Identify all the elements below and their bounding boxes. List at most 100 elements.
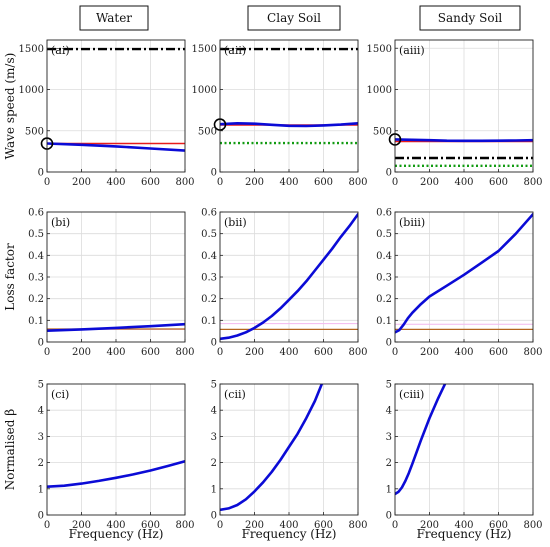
panel-ai: 0 200 400 600 800 0 500 1000 1500 (ai)	[19, 39, 195, 188]
panel-aiii: 0 200 400 600 800 0 500 1000 1500 (aiii)	[367, 39, 543, 188]
x-tick-label: 400	[454, 347, 473, 358]
x-tick-label: 200	[245, 520, 264, 531]
y-tick-label: 1500	[19, 44, 44, 55]
series-line-blue	[220, 384, 324, 512]
x-tick-label: 200	[72, 520, 91, 531]
y-tick-label: 0.5	[201, 229, 217, 240]
series-line-blue	[220, 212, 358, 341]
y-tick-label: 1	[386, 484, 392, 495]
panel-label: (cii)	[224, 388, 246, 401]
x-tick-label: 600	[141, 347, 160, 358]
column-title: Water	[96, 11, 132, 25]
y-tick-label: 0	[38, 338, 44, 349]
y-tick-label: 0.3	[201, 273, 217, 284]
x-tick-label: 400	[279, 347, 298, 358]
panel-label: (bii)	[224, 216, 247, 229]
series-group	[395, 384, 447, 496]
panel-label: (bi)	[51, 216, 70, 229]
y-tick-label: 0.5	[376, 229, 392, 240]
x-tick-label: 400	[454, 177, 473, 188]
y-tick-label: 2	[386, 458, 392, 469]
row-label: Loss factor	[3, 243, 17, 311]
x-tick-label: 600	[141, 520, 160, 531]
x-axis-label: Frequency (Hz)	[242, 527, 337, 541]
y-tick-label: 1000	[367, 85, 392, 96]
y-tick-label: 5	[211, 380, 217, 391]
series-group	[220, 212, 358, 341]
series-group	[220, 384, 324, 512]
x-tick-label: 600	[489, 177, 508, 188]
y-tick-label: 0.2	[201, 294, 217, 305]
column-title-box	[247, 5, 341, 31]
panel-biii: 0 200 400 600 800 0 0.1 0.2 0.3 0.4 0.5 0.6 (biii)	[376, 208, 542, 359]
x-tick-label: 600	[489, 520, 508, 531]
x-tick-label: 800	[348, 177, 367, 188]
panel-aii: 0 200 400 600 800 0 500 1000 1500 (aii)	[192, 39, 368, 188]
series-group	[220, 47, 358, 145]
x-tick-label: 200	[245, 177, 264, 188]
x-axis-label: Frequency (Hz)	[69, 527, 164, 541]
y-tick-label: 0	[211, 168, 217, 179]
x-tick-label: 200	[420, 347, 439, 358]
y-tick-label: 3	[211, 432, 217, 443]
column-titles: Water Clay Soil Sandy Soil	[79, 5, 521, 31]
x-tick-label: 800	[175, 520, 194, 531]
y-tick-label: 0.4	[201, 251, 217, 262]
x-axis-labels: Frequency (Hz) Frequency (Hz) Frequency (H…	[69, 527, 512, 541]
column-title-box	[79, 5, 149, 31]
y-tick-label: 3	[386, 432, 392, 443]
x-tick-label: 0	[392, 177, 398, 188]
x-tick-label: 0	[392, 520, 398, 531]
x-tick-label: 0	[217, 177, 223, 188]
y-tick-label: 0	[386, 511, 392, 522]
series-group	[47, 47, 185, 152]
series-group	[47, 459, 185, 489]
x-tick-label: 0	[44, 520, 50, 531]
x-tick-label: 0	[217, 347, 223, 358]
y-tick-label: 0.1	[201, 316, 217, 327]
y-tick-label: 500	[25, 126, 44, 137]
x-tick-label: 600	[141, 177, 160, 188]
column-title: Sandy Soil	[438, 11, 503, 25]
x-tick-label: 600	[314, 520, 333, 531]
x-tick-label: 0	[217, 520, 223, 531]
y-tick-label: 0.6	[28, 208, 44, 219]
y-tick-label: 0	[386, 338, 392, 349]
y-tick-label: 0.6	[201, 208, 217, 219]
x-tick-label: 600	[314, 177, 333, 188]
x-tick-label: 200	[245, 347, 264, 358]
y-tick-label: 0.1	[28, 316, 44, 327]
panel-label: (ciii)	[399, 388, 424, 401]
x-tick-label: 400	[106, 520, 125, 531]
panel-label: (aiii)	[399, 44, 425, 57]
y-tick-label: 0	[211, 338, 217, 349]
series-line-blue	[47, 142, 185, 152]
x-tick-label: 400	[279, 520, 298, 531]
row-labels: Wave speed (m/s) Loss factor Normalised β	[3, 53, 17, 491]
y-tick-label: 0	[38, 168, 44, 179]
y-tick-label: 1500	[192, 44, 217, 55]
series-group	[47, 322, 185, 333]
x-tick-label: 800	[523, 520, 542, 531]
series-line-blue	[395, 212, 533, 334]
x-tick-label: 200	[72, 177, 91, 188]
x-tick-label: 800	[523, 347, 542, 358]
panel-bii: 0 200 400 600 800 0 0.1 0.2 0.3 0.4 0.5 0.6 (bii)	[201, 208, 367, 359]
y-tick-label: 1500	[367, 44, 392, 55]
y-tick-label: 0.6	[376, 208, 392, 219]
panel-ci: 0 200 400 600 800 0 1 2 3 4 5 (ci)	[38, 380, 195, 532]
x-tick-label: 800	[175, 177, 194, 188]
panel-label: (ci)	[51, 388, 69, 401]
y-tick-label: 500	[198, 126, 217, 137]
series-line-blue	[395, 384, 447, 496]
series-group	[395, 138, 533, 168]
x-tick-label: 200	[72, 347, 91, 358]
y-tick-label: 1	[38, 484, 44, 495]
y-tick-label: 0	[386, 168, 392, 179]
y-tick-label: 1	[211, 484, 217, 495]
x-tick-label: 0	[44, 177, 50, 188]
panel-cii: 0 200 400 600 800 0 1 2 3 4 5 (cii)	[211, 380, 368, 532]
series-line-blue	[395, 138, 533, 143]
x-tick-label: 200	[420, 177, 439, 188]
